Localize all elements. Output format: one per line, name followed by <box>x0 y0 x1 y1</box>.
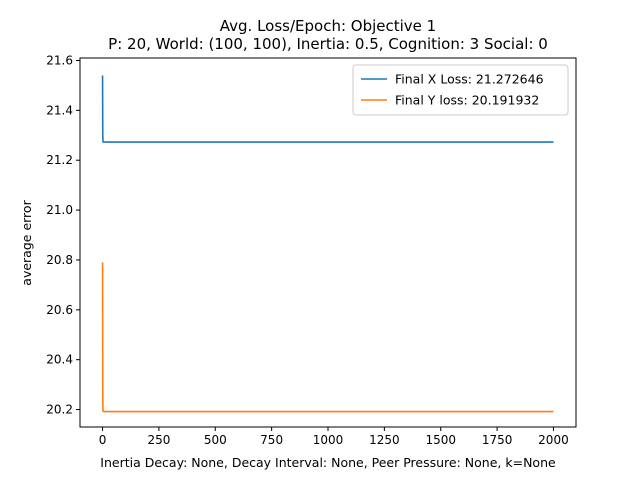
x-tick-label: 1500 <box>425 433 456 447</box>
x-tick-label: 1750 <box>482 433 513 447</box>
x-tick-label: 1000 <box>313 433 344 447</box>
x-tick-label: 1250 <box>369 433 400 447</box>
x-tick-label: 500 <box>204 433 227 447</box>
legend-label-1: Final X Loss: 21.272646 <box>395 72 544 87</box>
y-tick-label: 20.4 <box>46 353 73 367</box>
chart-subtitle: P: 20, World: (100, 100), Inertia: 0.5, … <box>108 35 548 53</box>
x-tick-label: 750 <box>260 433 283 447</box>
chart-title: Avg. Loss/Epoch: Objective 1 <box>220 17 436 35</box>
legend-label-2: Final Y loss: 20.191932 <box>395 93 539 108</box>
y-tick-label: 21.2 <box>46 153 73 167</box>
y-tick-label: 20.6 <box>46 303 73 317</box>
x-tick-label: 2000 <box>538 433 569 447</box>
y-tick-label: 21.0 <box>46 203 73 217</box>
legend-box <box>352 64 569 116</box>
y-tick-label: 20.2 <box>46 403 73 417</box>
y-tick-label: 21.4 <box>46 103 73 117</box>
y-tick-label: 20.8 <box>46 253 73 267</box>
y-tick-label: 21.6 <box>46 53 73 67</box>
series-line-2 <box>101 262 554 413</box>
x-tick-label: 0 <box>99 433 107 447</box>
x-axis-label: Inertia Decay: None, Decay Interval: Non… <box>100 455 556 470</box>
x-tick-label: 250 <box>147 433 170 447</box>
legend: Final X Loss: 21.272646 Final Y loss: 20.… <box>352 64 569 116</box>
series-line-1 <box>101 75 554 143</box>
plot-area: 0 250 500 750 1000 1250 1500 1750 2000 20.2 20.4 20… <box>46 53 577 447</box>
y-axis-label: average error <box>19 199 34 285</box>
